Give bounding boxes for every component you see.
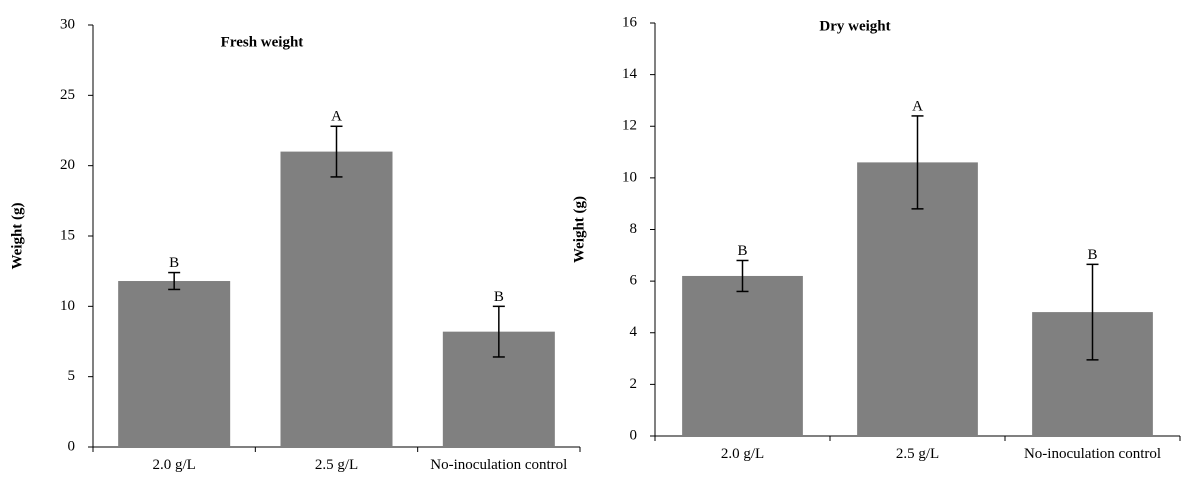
y-tick-label: 0	[68, 438, 76, 454]
significance-letter: B	[494, 289, 504, 305]
x-tick-label: 2.5 g/L	[314, 457, 359, 473]
y-axis-label: Weight (g)	[9, 202, 25, 269]
y-tick-label: 5	[68, 368, 76, 384]
x-tick-label: 2.0 g/L	[152, 457, 196, 473]
y-tick-label: 4	[630, 324, 638, 340]
y-tick-label: 12	[622, 118, 637, 134]
y-tick-label: 10	[60, 298, 75, 314]
chart-title: Dry weight	[819, 18, 890, 34]
significance-letter: B	[169, 255, 179, 271]
bar	[280, 151, 393, 447]
x-tick-label: 2.5 g/L	[895, 446, 940, 462]
y-tick-label: 14	[622, 66, 638, 82]
significance-letter: A	[912, 98, 923, 114]
significance-letter: A	[331, 109, 342, 125]
x-tick-label: No-inoculation control	[1023, 446, 1162, 462]
significance-letter: B	[1087, 247, 1097, 263]
x-tick-label: No-inoculation control	[430, 457, 568, 473]
y-tick-label: 20	[60, 157, 75, 173]
y-tick-label: 6	[630, 273, 638, 289]
y-axis-label: Weight (g)	[571, 196, 587, 263]
significance-letter: B	[737, 243, 747, 259]
y-tick-label: 30	[60, 16, 75, 32]
y-tick-label: 2	[630, 376, 638, 392]
y-tick-label: 15	[60, 227, 75, 243]
y-tick-label: 8	[630, 221, 638, 237]
x-tick-label: 2.0 g/L	[720, 446, 765, 462]
bar	[118, 281, 231, 447]
y-tick-label: 10	[622, 169, 637, 185]
y-tick-label: 0	[630, 427, 638, 443]
y-tick-label: 16	[622, 14, 638, 30]
chart-title: Fresh weight	[221, 34, 304, 50]
bar	[682, 275, 803, 436]
y-tick-label: 25	[60, 87, 75, 103]
